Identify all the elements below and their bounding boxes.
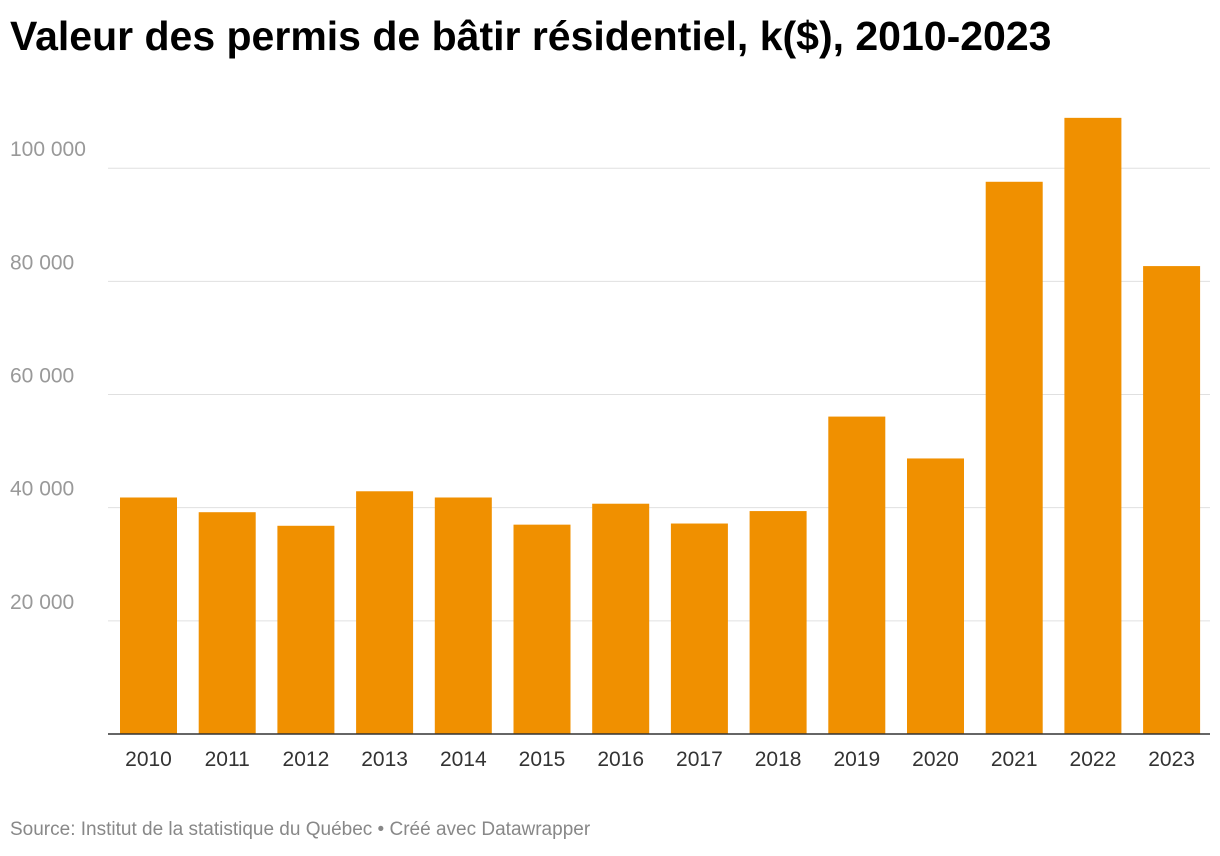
x-tick-label: 2015 [519, 748, 566, 771]
chart-title: Valeur des permis de bâtir résidentiel, … [10, 13, 1052, 59]
y-tick-label: 20 000 [10, 591, 74, 614]
x-tick-label: 2020 [912, 748, 959, 771]
footer: Source: Institut de la statistique du Qu… [10, 817, 590, 843]
x-tick-label: 2013 [361, 748, 408, 771]
footer-separator: • [372, 819, 390, 840]
bar-chart: 20 000 40 000 60 000 80 000 100 000 2010 2011… [10, 117, 1210, 771]
y-tick-label: 40 000 [10, 478, 74, 501]
bar-2014 [434, 497, 492, 734]
bar-2022 [1064, 117, 1122, 734]
x-tick-label: 2010 [125, 748, 172, 771]
x-tick-label: 2021 [991, 748, 1038, 771]
bar-2012 [277, 525, 335, 734]
bars [120, 117, 1201, 735]
y-tick-label: 60 000 [10, 365, 74, 388]
x-axis-ticks: 2010 2011 2012 2013 2014 2015 2016 2017 2018 2019… [125, 748, 1195, 771]
bar-2016 [592, 503, 650, 734]
bar-2019 [828, 416, 886, 734]
credit-text: Créé avec Datawrapper [389, 819, 591, 840]
x-tick-label: 2017 [676, 748, 723, 771]
y-tick-label: 100 000 [10, 138, 86, 161]
bar-2013 [356, 491, 414, 734]
bar-2011 [198, 512, 256, 734]
bar-2010 [120, 497, 177, 734]
bar-2017 [670, 523, 728, 734]
bar-2023 [1143, 266, 1201, 734]
x-tick-label: 2014 [440, 748, 487, 771]
gridlines [108, 167, 1210, 622]
bar-2021 [985, 181, 1043, 735]
x-tick-label: 2011 [205, 748, 250, 771]
x-tick-label: 2019 [833, 748, 880, 771]
x-tick-label: 2023 [1148, 748, 1195, 771]
source-text: Source: Institut de la statistique du Qu… [10, 819, 373, 840]
bar-2020 [907, 458, 964, 734]
y-axis-ticks: 20 000 40 000 60 000 80 000 100 000 [10, 138, 86, 614]
x-tick-label: 2022 [1070, 748, 1117, 771]
x-tick-label: 2016 [597, 748, 644, 771]
y-tick-label: 80 000 [10, 251, 74, 274]
bar-2015 [513, 524, 571, 734]
bar-2018 [749, 511, 807, 734]
x-tick-label: 2012 [283, 748, 330, 771]
x-tick-label: 2018 [755, 748, 802, 771]
